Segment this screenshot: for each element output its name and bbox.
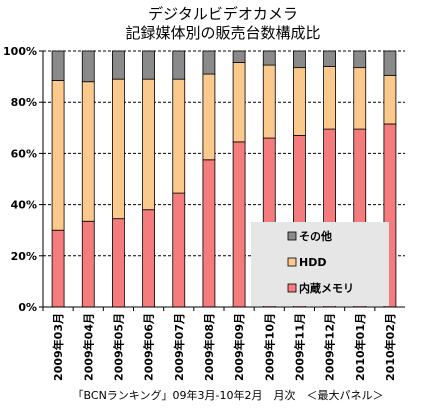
bar-segment [81, 81, 95, 222]
legend-swatch [287, 283, 297, 293]
y-tick-label: 0% [18, 301, 37, 314]
bar-segment [81, 50, 95, 83]
y-tick-label: 40% [11, 199, 37, 212]
x-tick-label: 2009年09月 [232, 313, 246, 381]
y-tick-label: 80% [11, 96, 37, 109]
bar-segment [323, 50, 336, 67]
legend-box [251, 222, 389, 306]
x-tick-label: 2009年12月 [323, 313, 337, 381]
x-tick-label: 2010年01月 [353, 313, 367, 381]
bar-segment [51, 229, 65, 308]
legend: その他 HDD 内蔵メモリ [251, 222, 389, 306]
bar-segment [142, 78, 155, 211]
bar-segment [51, 50, 65, 81]
bar-segment [262, 64, 276, 139]
x-tick-label: 2009年10月 [262, 313, 276, 381]
chart-title-line-2: 記録媒体別の販売台数構成比 [125, 24, 320, 42]
bar-segment [323, 65, 336, 130]
bar-segment [81, 220, 95, 308]
y-tick-label: 100% [3, 45, 37, 58]
bar-segment [232, 141, 246, 308]
chart-footer-note: 「BCNランキング」09年3月-10年2月 月次 ＜最大パネル＞ [73, 388, 384, 402]
bar-segment [353, 67, 367, 130]
y-axis-ticks: 0% 20% 40% 60% 80% 100% [3, 45, 43, 314]
bar-segment [142, 209, 155, 308]
x-axis-ticks: 2009年03月 2009年04月 2009年05月 2009年06月 2009年07月… [42, 307, 397, 381]
bar-segment [202, 73, 216, 161]
bar-segment [112, 218, 125, 308]
bar-segment [383, 74, 397, 125]
x-tick-label: 2010年02月 [383, 313, 397, 381]
bar-segment [112, 78, 125, 220]
bar-segment [172, 50, 186, 80]
bar-segment [51, 80, 65, 231]
x-tick-label: 2009年07月 [172, 313, 186, 381]
legend-swatch [287, 231, 297, 241]
x-tick-label: 2009年06月 [142, 313, 156, 381]
bar-segment [172, 78, 186, 194]
bar-segment [112, 50, 125, 80]
bar-segment [172, 192, 186, 308]
bar-segment [202, 50, 216, 75]
bar-segment [293, 50, 306, 69]
bar-segment [383, 50, 397, 76]
bar-segment [293, 67, 306, 136]
bar-segment [232, 50, 246, 63]
bar-segment [262, 50, 276, 66]
legend-label: その他 [299, 229, 332, 243]
bar-segment [202, 159, 216, 308]
bar-segment [353, 50, 367, 69]
x-tick-label: 2009年03月 [51, 313, 65, 381]
x-tick-label: 2009年04月 [81, 313, 95, 381]
legend-swatch [287, 257, 297, 267]
y-tick-label: 60% [11, 147, 37, 160]
legend-label: HDD [299, 256, 326, 269]
x-tick-label: 2009年05月 [111, 313, 125, 381]
x-tick-label: 2009年08月 [202, 313, 216, 381]
legend-label: 内蔵メモリ [299, 281, 354, 295]
bar-segment [142, 50, 155, 80]
bar-segment [232, 62, 246, 143]
chart-title-line-1: デジタルビデオカメラ [148, 5, 298, 23]
y-tick-label: 20% [11, 250, 37, 263]
x-tick-label: 2009年11月 [292, 313, 306, 381]
